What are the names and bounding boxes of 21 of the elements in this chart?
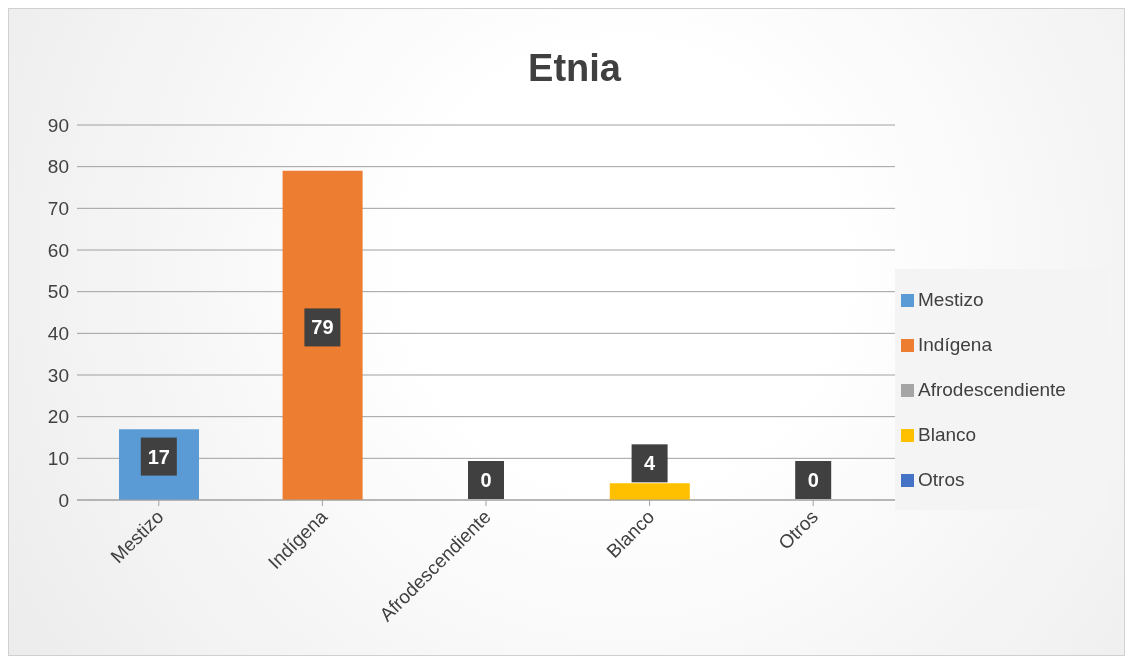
legend-label: Blanco (918, 424, 977, 445)
y-tick-label: 80 (47, 156, 69, 178)
y-tick-label: 40 (47, 323, 69, 345)
y-tick-label: 20 (47, 406, 69, 428)
chart-title: Etnia (527, 47, 622, 90)
data-label: 17 (147, 445, 170, 468)
data-label: 79 (311, 316, 334, 339)
y-tick-label: 10 (47, 448, 69, 470)
y-tick-label: 90 (47, 114, 69, 136)
legend-label: Otros (918, 469, 965, 490)
y-tick-label: 50 (47, 281, 69, 303)
y-tick-label: 60 (47, 239, 69, 261)
y-tick-label: 70 (47, 198, 69, 220)
legend-label: Afrodescendiente (918, 379, 1066, 400)
data-label: 0 (480, 469, 492, 491)
y-tick-label: 30 (47, 364, 69, 386)
y-tick-label: 0 (58, 489, 69, 511)
legend-label: Mestizo (918, 289, 984, 310)
data-label: 0 (807, 469, 819, 491)
legend-label: Indígena (918, 334, 992, 355)
data-label: 4 (644, 452, 657, 475)
